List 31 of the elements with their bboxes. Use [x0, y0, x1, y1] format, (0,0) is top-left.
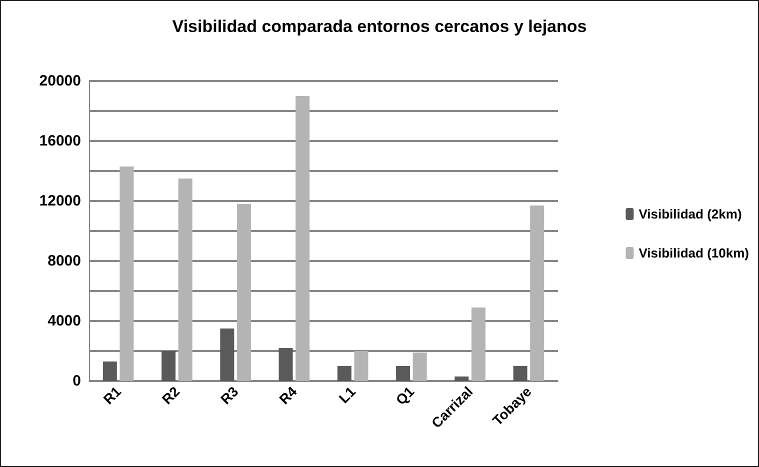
- x-tick-label: R2: [158, 383, 183, 408]
- bar: [178, 178, 192, 381]
- x-tick-label: Q1: [392, 383, 418, 408]
- x-tick-label: R3: [217, 383, 242, 408]
- x-tick-label: L1: [336, 383, 359, 406]
- y-tick-label: 12000: [39, 192, 81, 210]
- bar: [296, 96, 310, 381]
- y-tick-label: 20000: [39, 72, 81, 90]
- bar: [120, 166, 134, 381]
- y-tick-label: 8000: [48, 252, 81, 270]
- legend-label: Visibilidad (2km): [638, 206, 742, 222]
- x-tick-label: R4: [276, 383, 300, 408]
- bar: [513, 366, 528, 381]
- y-tick-label: 16000: [39, 132, 81, 150]
- bar: [220, 328, 234, 381]
- y-tick-label: 0: [72, 372, 81, 390]
- chart-title: Visibilidad comparada entornos cercanos y lejanos: [172, 17, 587, 36]
- bar: [102, 362, 117, 381]
- bar: [337, 366, 352, 381]
- bar: [278, 348, 293, 381]
- x-tick-label: R1: [100, 383, 124, 408]
- bar: [530, 206, 544, 381]
- legend-label: Visibilidad (10km): [638, 246, 749, 260]
- bar: [354, 351, 368, 381]
- bar: [454, 376, 469, 381]
- bar: [236, 204, 251, 381]
- bar: [162, 351, 176, 381]
- bar: [396, 366, 410, 381]
- bar: [412, 352, 427, 381]
- bar: [471, 308, 486, 381]
- y-tick-label: 4000: [48, 312, 81, 330]
